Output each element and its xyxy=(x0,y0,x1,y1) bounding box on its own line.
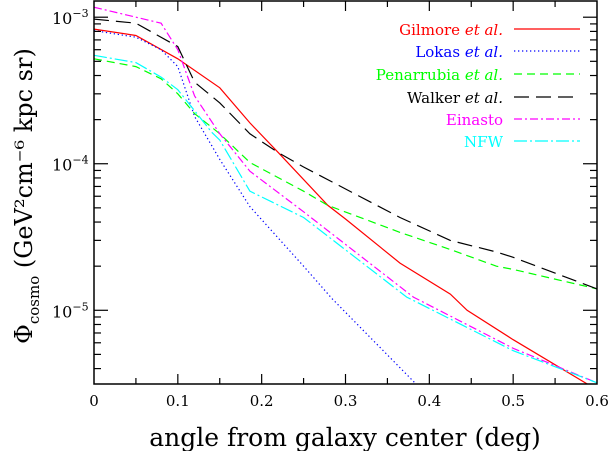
y-tick-label: 10−3 xyxy=(52,7,89,28)
legend-label: Walker et al. xyxy=(407,89,503,107)
series-line-einasto xyxy=(94,6,597,384)
y-axis-subscript: cosmo xyxy=(25,276,43,324)
y-tick-labels: 10−3 10−4 10−5 xyxy=(52,7,89,321)
x-tick-label: 0.4 xyxy=(417,392,441,410)
legend-item-gilmore: Gilmore et al. xyxy=(399,21,580,39)
legend-item-einasto: Einasto xyxy=(446,111,580,129)
y-axis-title: Φcosmo (GeV²cm⁻⁶ kpc sr) xyxy=(10,48,43,344)
y-tick-label: 10−5 xyxy=(52,300,89,321)
svg-text:Φcosmo (GeV²cm⁻⁶ kpc sr): Φcosmo (GeV²cm⁻⁶ kpc sr) xyxy=(10,48,43,344)
plot-area xyxy=(94,6,597,384)
legend-label: Lokas et al. xyxy=(415,43,503,61)
legend-item-nfw: NFW xyxy=(464,133,580,151)
legend-item-penarrubia: Penarrubia et al. xyxy=(376,66,580,84)
x-axis-title: angle from galaxy center (deg) xyxy=(149,423,541,451)
legend: Gilmore et al. Lokas et al. Penarrubia et … xyxy=(376,21,580,151)
series-line-lokas xyxy=(94,30,417,384)
series-line-nfw xyxy=(94,54,597,384)
x-tick-label: 0.1 xyxy=(166,392,190,410)
x-tick-label: 0.5 xyxy=(501,392,525,410)
x-tick-label: 0 xyxy=(89,392,99,410)
plot-frame xyxy=(93,0,598,385)
axis-ticks xyxy=(94,1,597,384)
legend-label: NFW xyxy=(464,133,504,151)
legend-label: Gilmore et al. xyxy=(399,21,503,39)
y-axis-symbol: Φ xyxy=(10,324,38,344)
legend-item-lokas: Lokas et al. xyxy=(415,43,580,61)
x-tick-label: 0.6 xyxy=(585,392,609,410)
x-tick-label: 0.3 xyxy=(334,392,358,410)
series-line-gilmore xyxy=(94,28,589,384)
y-axis-units: (GeV²cm⁻⁶ kpc sr) xyxy=(10,48,38,268)
series-line-walker xyxy=(94,18,597,290)
y-tick-label: 10−4 xyxy=(52,154,89,175)
series-line-penarrubia xyxy=(94,58,597,290)
legend-item-walker: Walker et al. xyxy=(407,89,580,107)
x-tick-label: 0.2 xyxy=(250,392,274,410)
x-tick-labels: 0 0.1 0.2 0.3 0.4 0.5 0.6 xyxy=(89,392,609,410)
legend-label: Penarrubia et al. xyxy=(376,66,503,84)
legend-label: Einasto xyxy=(446,111,503,129)
